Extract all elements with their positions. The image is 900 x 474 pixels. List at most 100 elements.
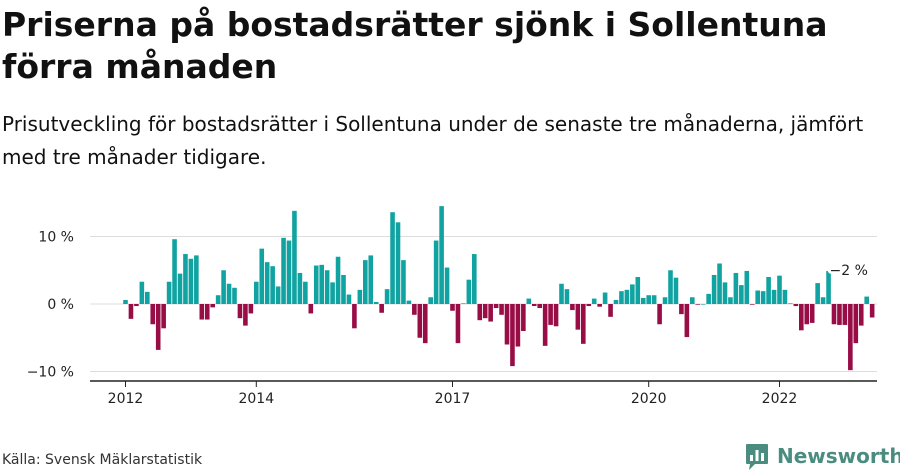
bar bbox=[728, 297, 733, 304]
bar bbox=[657, 304, 662, 325]
bar bbox=[553, 304, 559, 327]
bar bbox=[275, 286, 281, 304]
bar bbox=[281, 237, 286, 304]
bar bbox=[771, 289, 777, 304]
bar bbox=[542, 304, 548, 346]
bar bbox=[711, 274, 717, 304]
bar bbox=[210, 304, 215, 308]
bar bbox=[139, 281, 145, 304]
bar bbox=[848, 304, 853, 371]
bar bbox=[395, 222, 401, 304]
bar bbox=[864, 296, 869, 304]
bar bbox=[575, 304, 581, 330]
bar bbox=[646, 295, 651, 304]
x-tick-label: 2014 bbox=[238, 391, 274, 407]
bar bbox=[390, 212, 395, 304]
bar bbox=[788, 303, 793, 304]
bar bbox=[199, 304, 205, 320]
y-tick-label: −10 % bbox=[27, 365, 74, 381]
bar bbox=[352, 304, 357, 329]
bar bbox=[717, 263, 722, 304]
bar bbox=[286, 240, 292, 304]
bar bbox=[155, 304, 161, 350]
bar bbox=[183, 254, 188, 304]
x-tick-label: 2017 bbox=[435, 391, 471, 407]
source-note: Källa: Svensk Mäklarstatistik bbox=[2, 452, 203, 468]
bar bbox=[831, 304, 837, 325]
bar bbox=[793, 304, 799, 307]
bar bbox=[695, 304, 701, 305]
bar bbox=[264, 262, 270, 304]
bar bbox=[324, 270, 330, 304]
bar bbox=[150, 304, 156, 325]
bar bbox=[243, 304, 248, 326]
bar bbox=[194, 255, 199, 304]
bar bbox=[450, 304, 455, 311]
bar bbox=[368, 255, 374, 304]
bar bbox=[570, 304, 575, 311]
bar bbox=[521, 304, 526, 331]
bar bbox=[439, 206, 444, 305]
bar bbox=[401, 260, 406, 305]
bar bbox=[308, 304, 314, 314]
bar bbox=[700, 304, 706, 305]
bar bbox=[766, 277, 771, 304]
bar bbox=[335, 256, 341, 304]
bar bbox=[602, 292, 608, 304]
bar bbox=[123, 299, 128, 304]
bar bbox=[330, 282, 335, 304]
bar bbox=[690, 297, 695, 304]
bar bbox=[591, 298, 597, 304]
bar bbox=[624, 289, 630, 304]
bar bbox=[188, 258, 194, 304]
bar bbox=[477, 304, 483, 321]
bar bbox=[760, 291, 766, 304]
bar bbox=[826, 270, 831, 304]
bar bbox=[428, 297, 433, 304]
y-axis-ticks: 10 % 0 % −10 % bbox=[27, 230, 74, 381]
bar bbox=[319, 264, 324, 304]
bar bbox=[668, 270, 673, 304]
bar bbox=[373, 301, 379, 304]
bar bbox=[204, 304, 210, 320]
bar bbox=[292, 210, 297, 304]
x-axis: 2012 2014 2017 2020 2022 bbox=[90, 380, 877, 407]
bar bbox=[640, 297, 646, 304]
x-tick-label: 2020 bbox=[631, 391, 667, 407]
newsworthy-logo[interactable]: Newsworthy bbox=[744, 441, 900, 471]
bar bbox=[619, 291, 624, 304]
bar bbox=[749, 304, 755, 305]
y-tick-label: 0 % bbox=[47, 297, 74, 313]
bar bbox=[744, 270, 750, 304]
bar bbox=[869, 304, 875, 318]
bar bbox=[608, 304, 613, 317]
bar bbox=[630, 284, 635, 304]
bar bbox=[733, 272, 739, 304]
x-tick-label: 2022 bbox=[762, 391, 798, 407]
bar bbox=[559, 283, 564, 304]
bar bbox=[635, 277, 641, 304]
bar bbox=[651, 295, 657, 304]
bar bbox=[134, 304, 139, 307]
bar bbox=[313, 265, 319, 304]
bar bbox=[461, 303, 466, 304]
bar bbox=[237, 304, 243, 319]
bar bbox=[384, 289, 390, 304]
bar bbox=[215, 295, 221, 304]
bar bbox=[809, 304, 815, 323]
bar bbox=[684, 304, 690, 338]
bar bbox=[820, 297, 826, 304]
bar bbox=[406, 300, 412, 305]
bar bbox=[504, 304, 510, 345]
bar bbox=[597, 304, 602, 307]
bar bbox=[346, 294, 352, 304]
bar bbox=[341, 274, 346, 304]
bar bbox=[799, 304, 804, 331]
bar bbox=[482, 304, 488, 319]
x-tick-label: 2012 bbox=[108, 391, 144, 407]
bar bbox=[417, 304, 423, 338]
bar bbox=[472, 254, 477, 304]
bar bbox=[842, 304, 848, 325]
bar bbox=[379, 304, 384, 313]
bar bbox=[412, 304, 417, 315]
